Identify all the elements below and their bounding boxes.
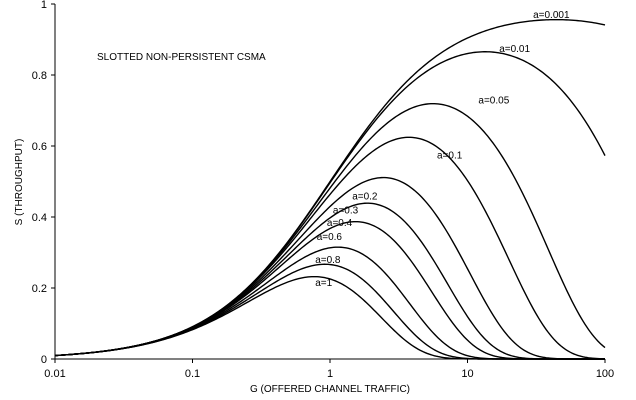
curve-a-0_01 [54,51,606,357]
curve-label: a=0.001 [533,10,570,21]
curve-label: a=0.6 [317,232,343,243]
x-tick-label: 10 [461,368,473,380]
y-axis-title: S (THROUGHPUT) [14,139,25,226]
curve-label: a=0.3 [333,206,359,217]
chart-title: SLOTTED NON-PERSISTENT CSMA [97,52,266,63]
x-tick-label: 100 [596,368,614,380]
y-tick-label: 1 [41,0,47,11]
y-tick-label: 0.8 [32,70,47,82]
y-tick-label: 0.2 [32,283,47,295]
curve-label: a=0.2 [352,191,378,202]
x-tick-label: 0.01 [44,368,65,380]
y-tick-label: 0.4 [32,212,47,224]
curve-labels: a=0.001 a=0.01 a=0.05 a=0.1 a=0.2 a=0.3a=0.4 a… [315,10,570,289]
x-ticks: 0.01 0.1 1 10 100 [44,359,614,380]
curve-label: a=0.4 [327,218,353,229]
curve-a-0_05 [54,102,606,357]
y-ticks: 0 0.2 0.4 0.6 0.8 1 [32,0,55,366]
y-tick-label: 0 [41,354,47,366]
curve-label: a=1 [315,278,332,289]
y-tick-label: 0.6 [32,141,47,153]
curve-label: a=0.8 [315,255,341,266]
x-tick-label: 1 [327,368,333,380]
x-axis-title: G (OFFERED CHANNEL TRAFFIC) [250,384,410,395]
curve-label: a=0.05 [478,95,509,106]
curve-label: a=0.01 [499,44,530,55]
curves [54,18,606,360]
curve-a-0_2 [54,176,605,360]
x-tick-label: 0.1 [185,368,200,380]
curve-label: a=0.1 [437,150,463,161]
